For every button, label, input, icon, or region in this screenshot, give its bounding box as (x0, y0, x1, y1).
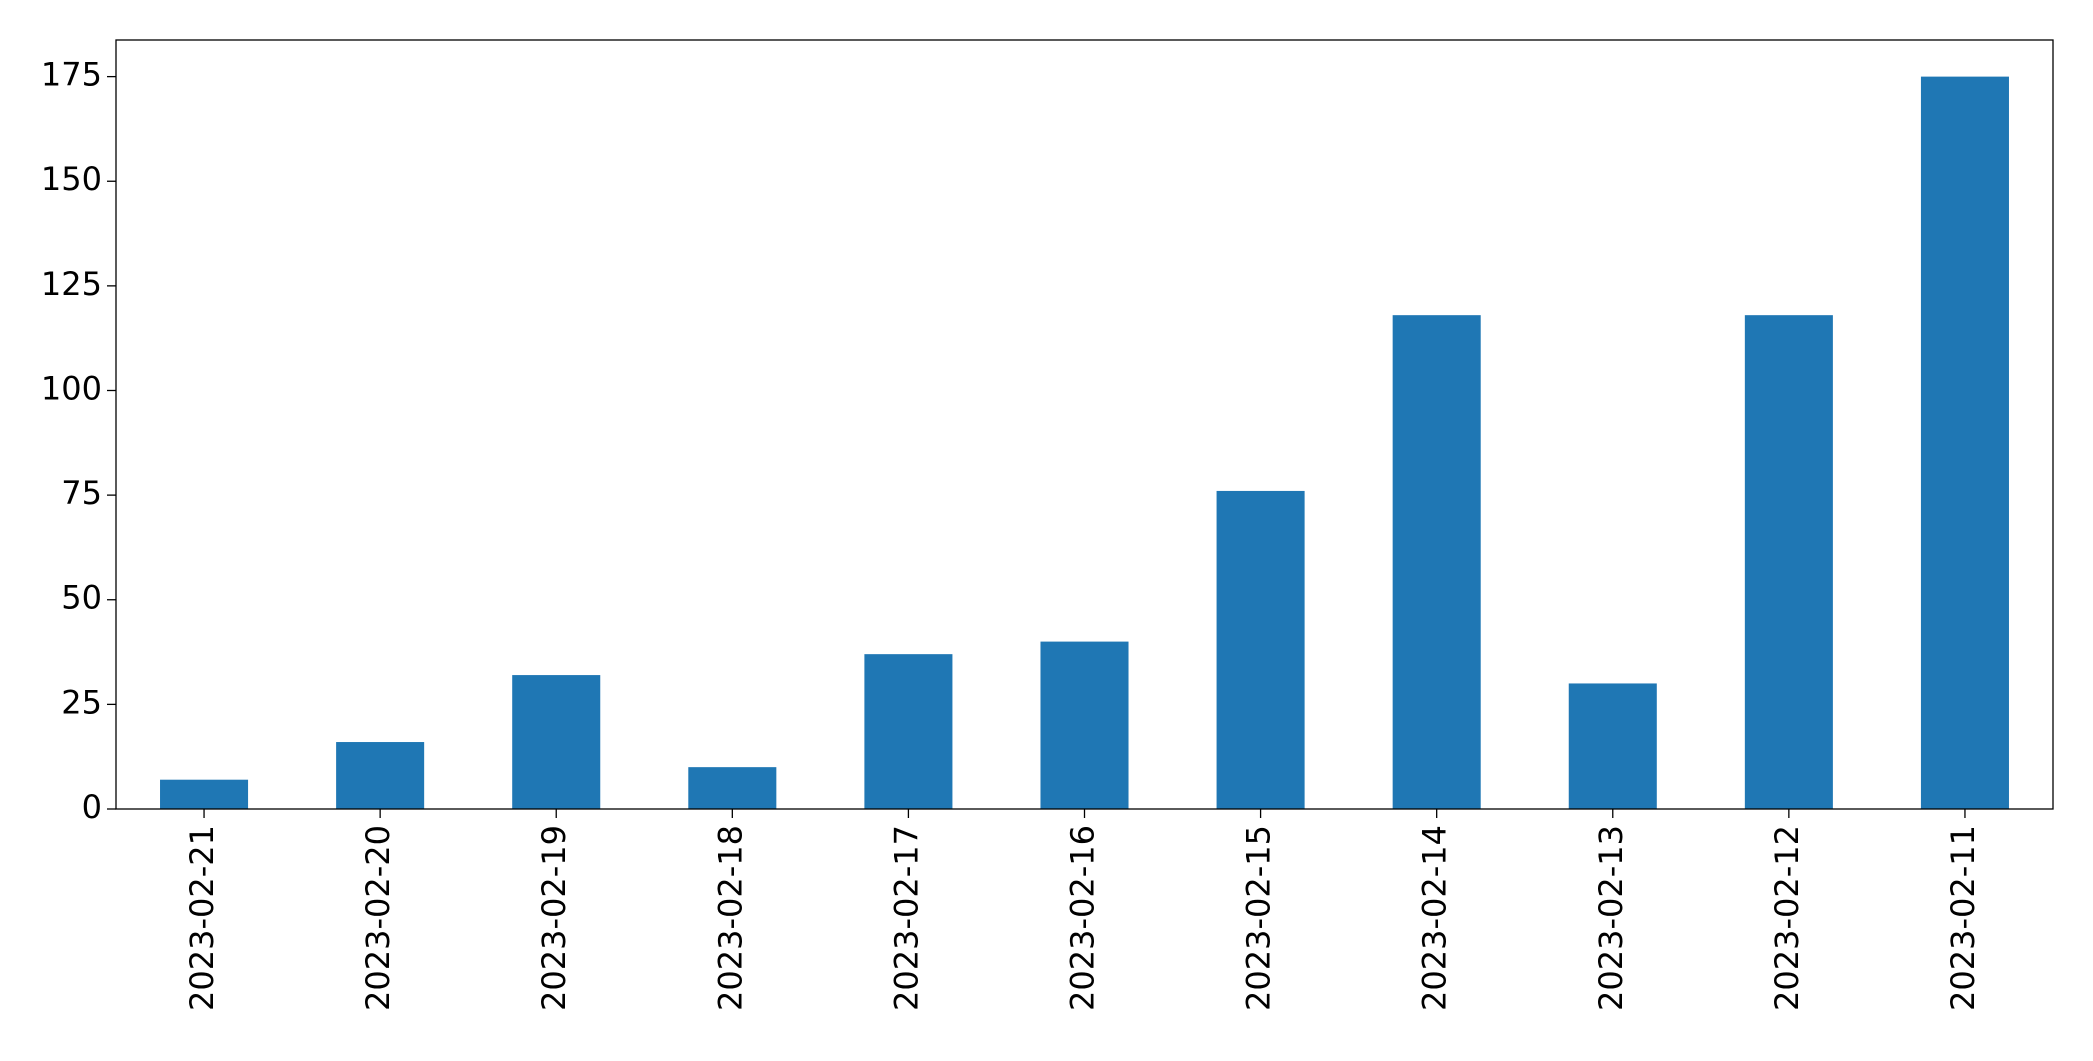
x-tick-label: 2023-02-12 (1768, 825, 1806, 1011)
y-tick-label: 150 (41, 160, 102, 198)
bar (336, 742, 425, 809)
x-tick-label: 2023-02-19 (535, 825, 573, 1011)
x-tick-label: 2023-02-14 (1416, 825, 1454, 1011)
y-tick-label: 0 (82, 788, 102, 826)
bar (512, 675, 601, 809)
y-tick-label: 125 (41, 265, 102, 303)
x-tick-label: 2023-02-11 (1944, 825, 1982, 1011)
bar (1216, 490, 1305, 809)
plot-frame (115, 39, 2054, 810)
x-tick-label: 2023-02-16 (1064, 825, 1102, 1011)
y-tick-label: 75 (61, 474, 102, 512)
x-tick-label: 2023-02-18 (711, 825, 749, 1011)
x-tick-label: 2023-02-13 (1592, 825, 1630, 1011)
x-tick-label: 2023-02-17 (887, 825, 925, 1011)
x-tick-label: 2023-02-15 (1240, 825, 1278, 1011)
bar (688, 767, 777, 809)
bar (1744, 315, 1833, 809)
x-tick-label: 2023-02-21 (183, 825, 221, 1011)
bar (1920, 76, 2009, 810)
y-tick-label: 100 (41, 369, 102, 407)
bar (864, 654, 953, 809)
y-tick-label: 25 (61, 683, 102, 721)
x-tick-label: 2023-02-20 (359, 825, 397, 1011)
bar (1568, 683, 1657, 809)
bar (1392, 315, 1481, 809)
bar (160, 779, 249, 809)
bar (1040, 641, 1129, 809)
y-tick-label: 50 (61, 579, 102, 617)
y-tick-label: 175 (41, 56, 102, 94)
